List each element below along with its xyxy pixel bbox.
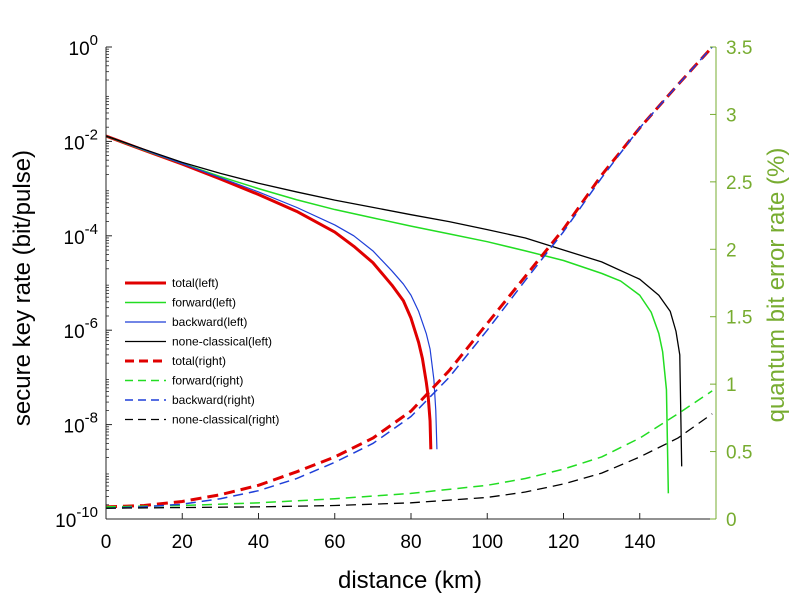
- x-tick-label: 40: [248, 532, 269, 553]
- left-y-tick-label: 10-8: [64, 410, 98, 438]
- legend-label: backward(left): [172, 315, 247, 329]
- x-tick-label: 20: [172, 532, 193, 553]
- right-y-tick-label: 2.5: [726, 173, 752, 194]
- legend-label: forward(right): [172, 374, 243, 388]
- series-line-none-classicalleft: [106, 135, 683, 467]
- x-tick-label: 80: [400, 532, 421, 553]
- left-y-tick-label: 10-2: [64, 126, 98, 154]
- axes: 0 20 40 60 80 100 120 14010-1010-810-610-410-21…: [55, 32, 752, 553]
- plot-area: [106, 45, 714, 509]
- right-y-tick-label: 3: [726, 105, 737, 126]
- x-tick-label: 60: [324, 532, 345, 553]
- right-y-tick-label: 3.5: [726, 38, 752, 59]
- x-tick-label: 120: [548, 532, 580, 553]
- legend-label: backward(right): [172, 393, 255, 407]
- left-y-tick-label: 100: [69, 32, 98, 60]
- left-y-tick-label: 10-10: [55, 504, 98, 532]
- series-line-totalleft: [106, 134, 433, 450]
- series-line-totalright: [106, 45, 714, 509]
- x-axis-label: distance (km): [338, 567, 482, 594]
- legend-label: none-classical(right): [172, 413, 279, 427]
- x-tick-label: 0: [101, 532, 112, 553]
- x-tick-label: 140: [624, 532, 656, 553]
- series-line-backwardright: [106, 46, 713, 509]
- right-y-tick-label: 0: [726, 510, 737, 531]
- right-y-axis-label: quantum bit error rate (%): [763, 148, 790, 423]
- series-line-none-classicalright: [106, 413, 713, 509]
- left-y-axis-label: secure key rate (bit/pulse): [9, 150, 36, 426]
- legend: total(left) forward(left) backward(left) no…: [125, 276, 279, 427]
- left-y-tick-label: 10-6: [64, 315, 98, 343]
- legend-label: none-classical(left): [172, 335, 272, 349]
- legend-label: total(left): [172, 276, 219, 290]
- right-y-tick-label: 1: [726, 375, 737, 396]
- series-line-forwardleft: [106, 135, 670, 494]
- right-y-tick-label: 0.5: [726, 443, 752, 464]
- legend-label: forward(left): [172, 296, 236, 310]
- left-y-tick-label: 10-4: [64, 221, 98, 249]
- series-line-forwardright: [106, 390, 713, 508]
- x-tick-label: 100: [471, 532, 503, 553]
- right-y-tick-label: 2: [726, 240, 737, 261]
- right-y-tick-label: 1.5: [726, 308, 752, 329]
- series-line-backwardleft: [106, 135, 438, 450]
- legend-label: total(right): [172, 354, 226, 368]
